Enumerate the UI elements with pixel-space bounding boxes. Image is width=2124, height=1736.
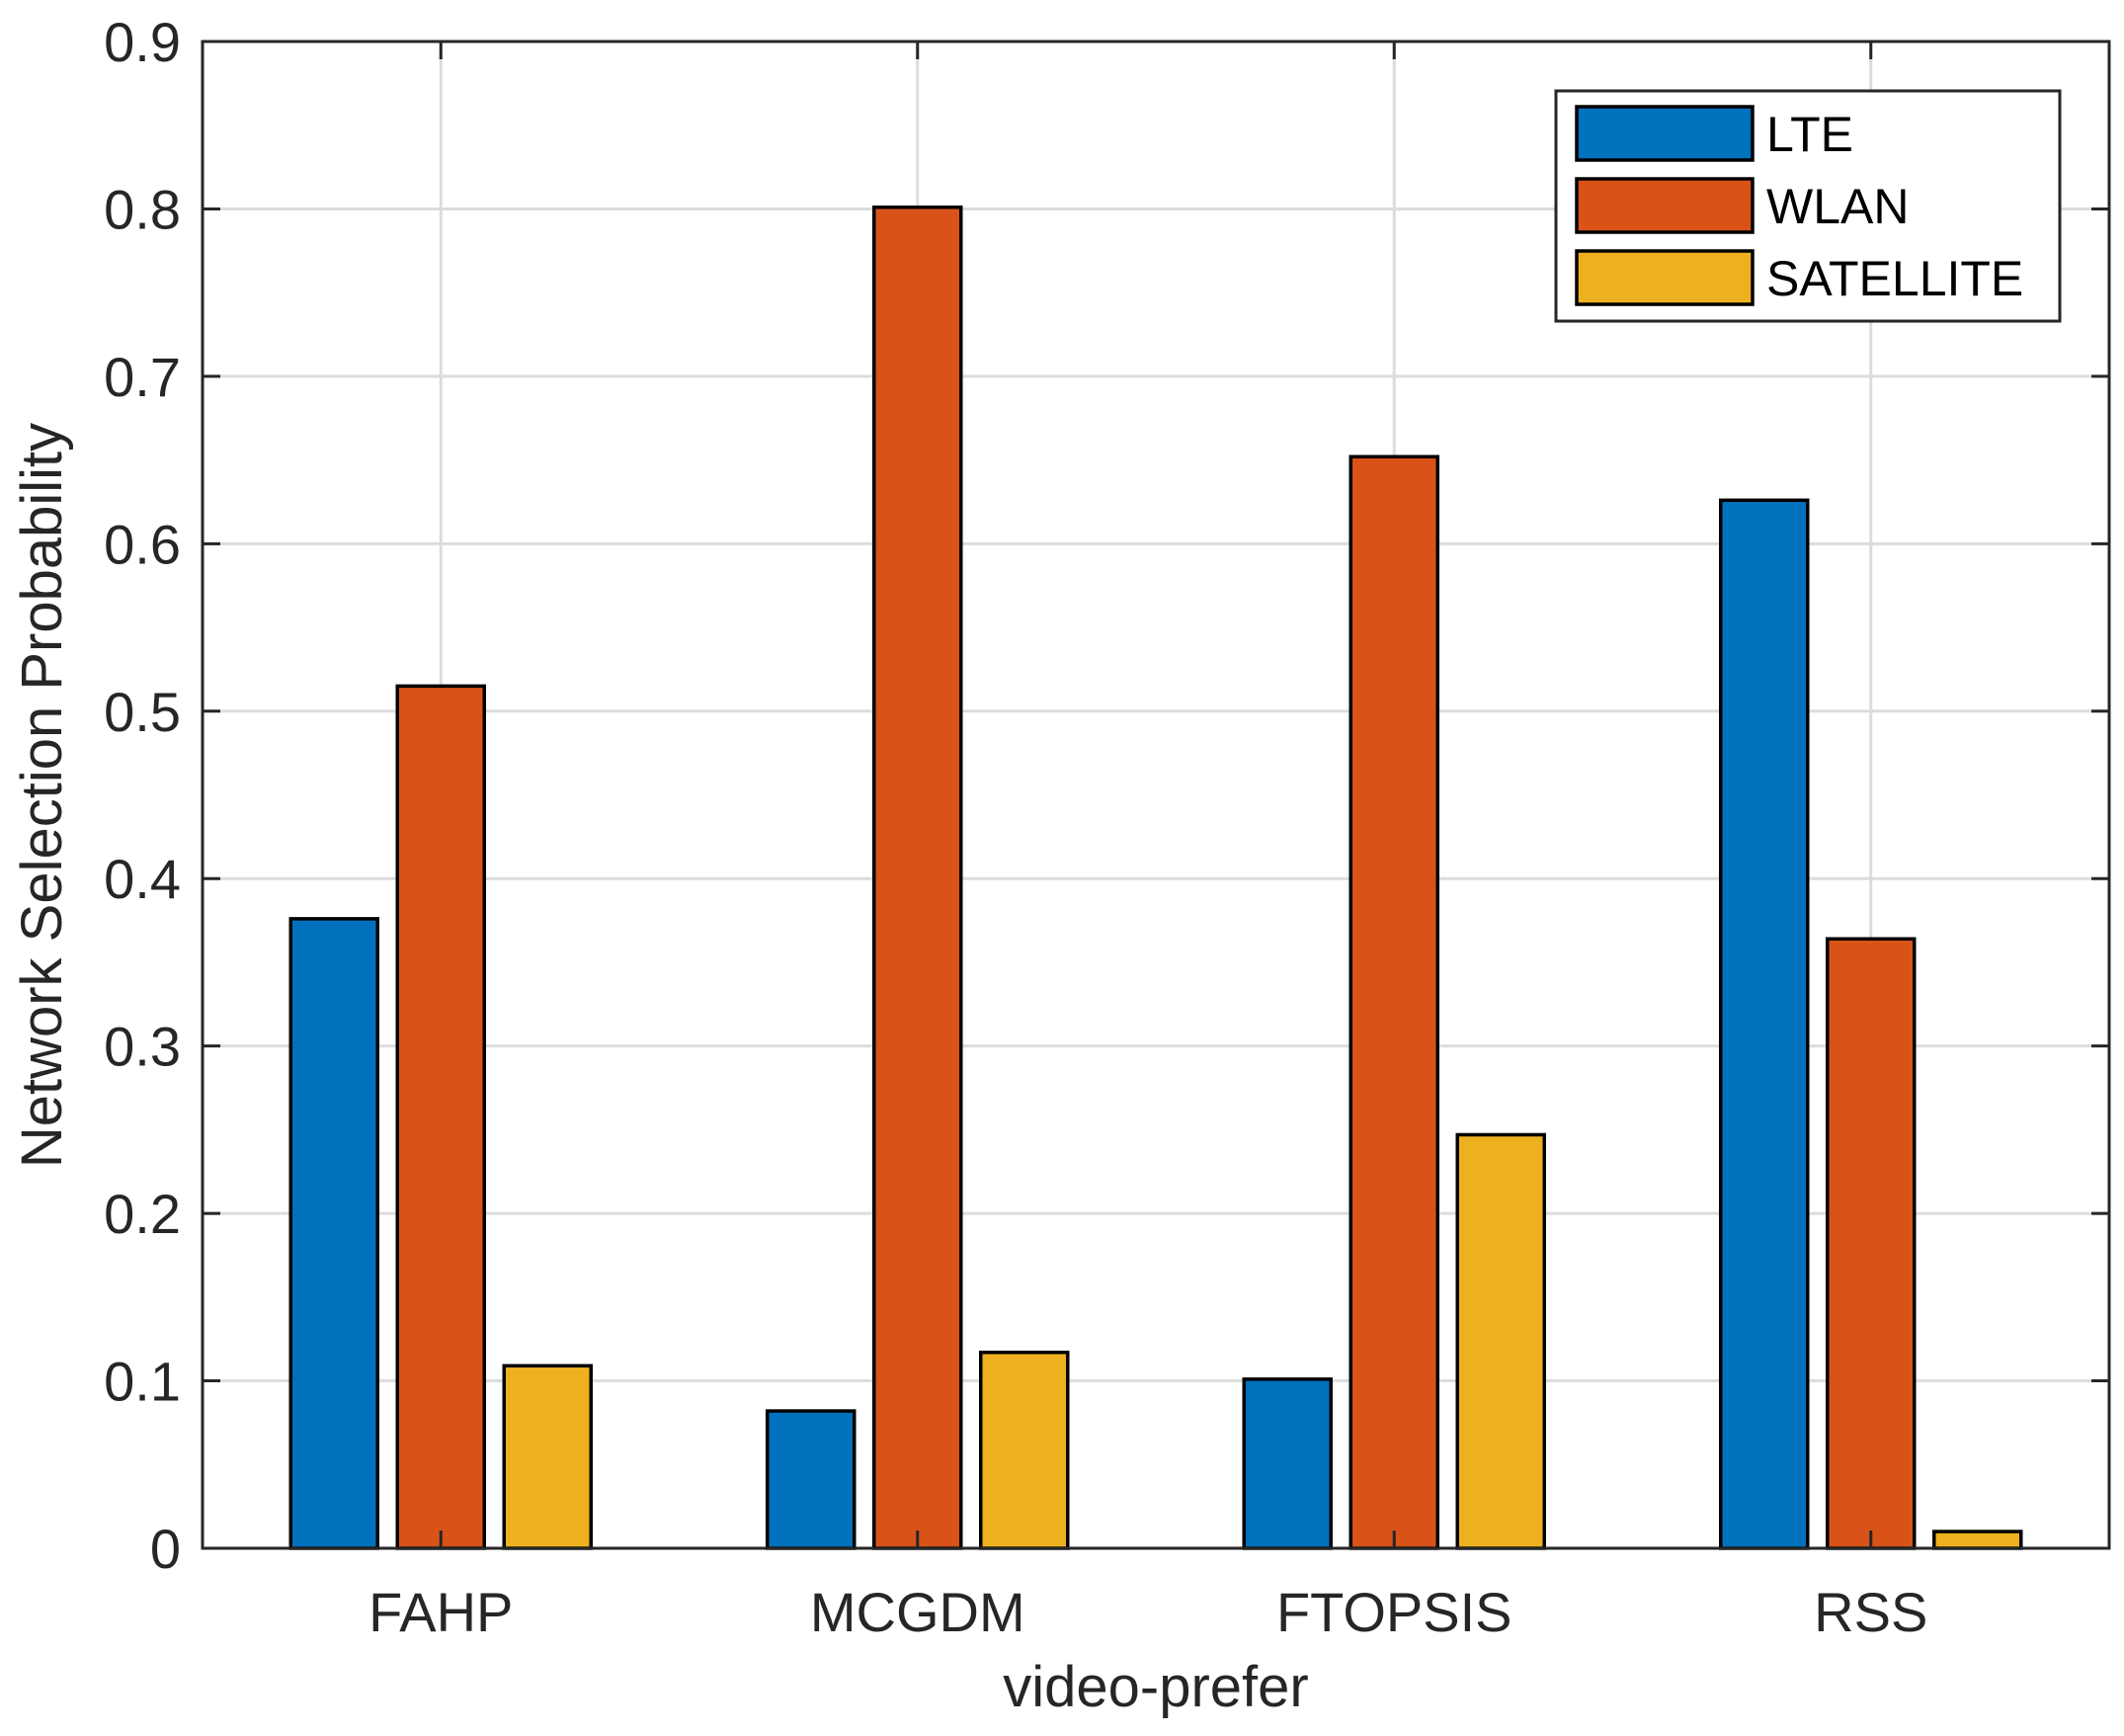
x-tick-label: MCGDM bbox=[810, 1581, 1025, 1643]
y-tick-label: 0.8 bbox=[104, 178, 181, 240]
y-tick-label: 0.9 bbox=[104, 11, 181, 73]
axis-ticks bbox=[203, 40, 2109, 1550]
bar-wlan-ftopsis bbox=[1348, 455, 1439, 1550]
bar-satellite-ftopsis bbox=[1455, 1132, 1546, 1550]
x-tick-label: FTOPSIS bbox=[1276, 1581, 1512, 1643]
bar-lte-mcgdm bbox=[766, 1409, 857, 1550]
bar-wlan-mcgdm bbox=[872, 206, 963, 1550]
legend-label-satellite: SATELLITE bbox=[1766, 251, 2023, 306]
x-tick-label: FAHP bbox=[368, 1581, 513, 1643]
bar-wlan-fahp bbox=[395, 684, 486, 1550]
bars bbox=[288, 206, 2023, 1550]
y-tick-label: 0.3 bbox=[104, 1016, 181, 1078]
y-tick-label: 0 bbox=[150, 1518, 181, 1580]
y-tick-labels: 0 0.1 0.2 0.3 0.4 0.5 0.6 0.7 0.8 0.9 bbox=[104, 11, 181, 1580]
legend: LTE WLAN SATELLITE bbox=[1554, 89, 2062, 323]
y-tick-label: 0.6 bbox=[104, 513, 181, 575]
legend-swatch-satellite bbox=[1575, 249, 1755, 306]
plot-frame bbox=[201, 40, 2111, 1550]
legend-label-wlan: WLAN bbox=[1766, 179, 1909, 234]
bar-satellite-rss bbox=[1932, 1529, 2023, 1550]
x-axis-title: video-prefer bbox=[1003, 1655, 1308, 1719]
y-tick-label: 0.4 bbox=[104, 848, 181, 910]
y-tick-label: 0.7 bbox=[104, 346, 181, 408]
bar-satellite-mcgdm bbox=[979, 1351, 1070, 1550]
legend-swatch-lte bbox=[1575, 105, 1755, 162]
bar-lte-ftopsis bbox=[1242, 1377, 1333, 1550]
y-axis-title: Network Selection Probability bbox=[10, 423, 74, 1168]
y-tick-label: 0.1 bbox=[104, 1351, 181, 1413]
bar-lte-rss bbox=[1719, 498, 1810, 1550]
y-tick-label: 0.2 bbox=[104, 1183, 181, 1245]
bar-satellite-fahp bbox=[502, 1364, 593, 1550]
bar-wlan-rss bbox=[1826, 937, 1917, 1550]
legend-label-lte: LTE bbox=[1766, 107, 1853, 162]
x-tick-labels: FAHP MCGDM FTOPSIS RSS bbox=[368, 1581, 1927, 1643]
legend-swatch-wlan bbox=[1575, 177, 1755, 234]
y-tick-label: 0.5 bbox=[104, 681, 181, 743]
x-tick-label: RSS bbox=[1814, 1581, 1927, 1643]
bar-lte-fahp bbox=[288, 917, 379, 1550]
